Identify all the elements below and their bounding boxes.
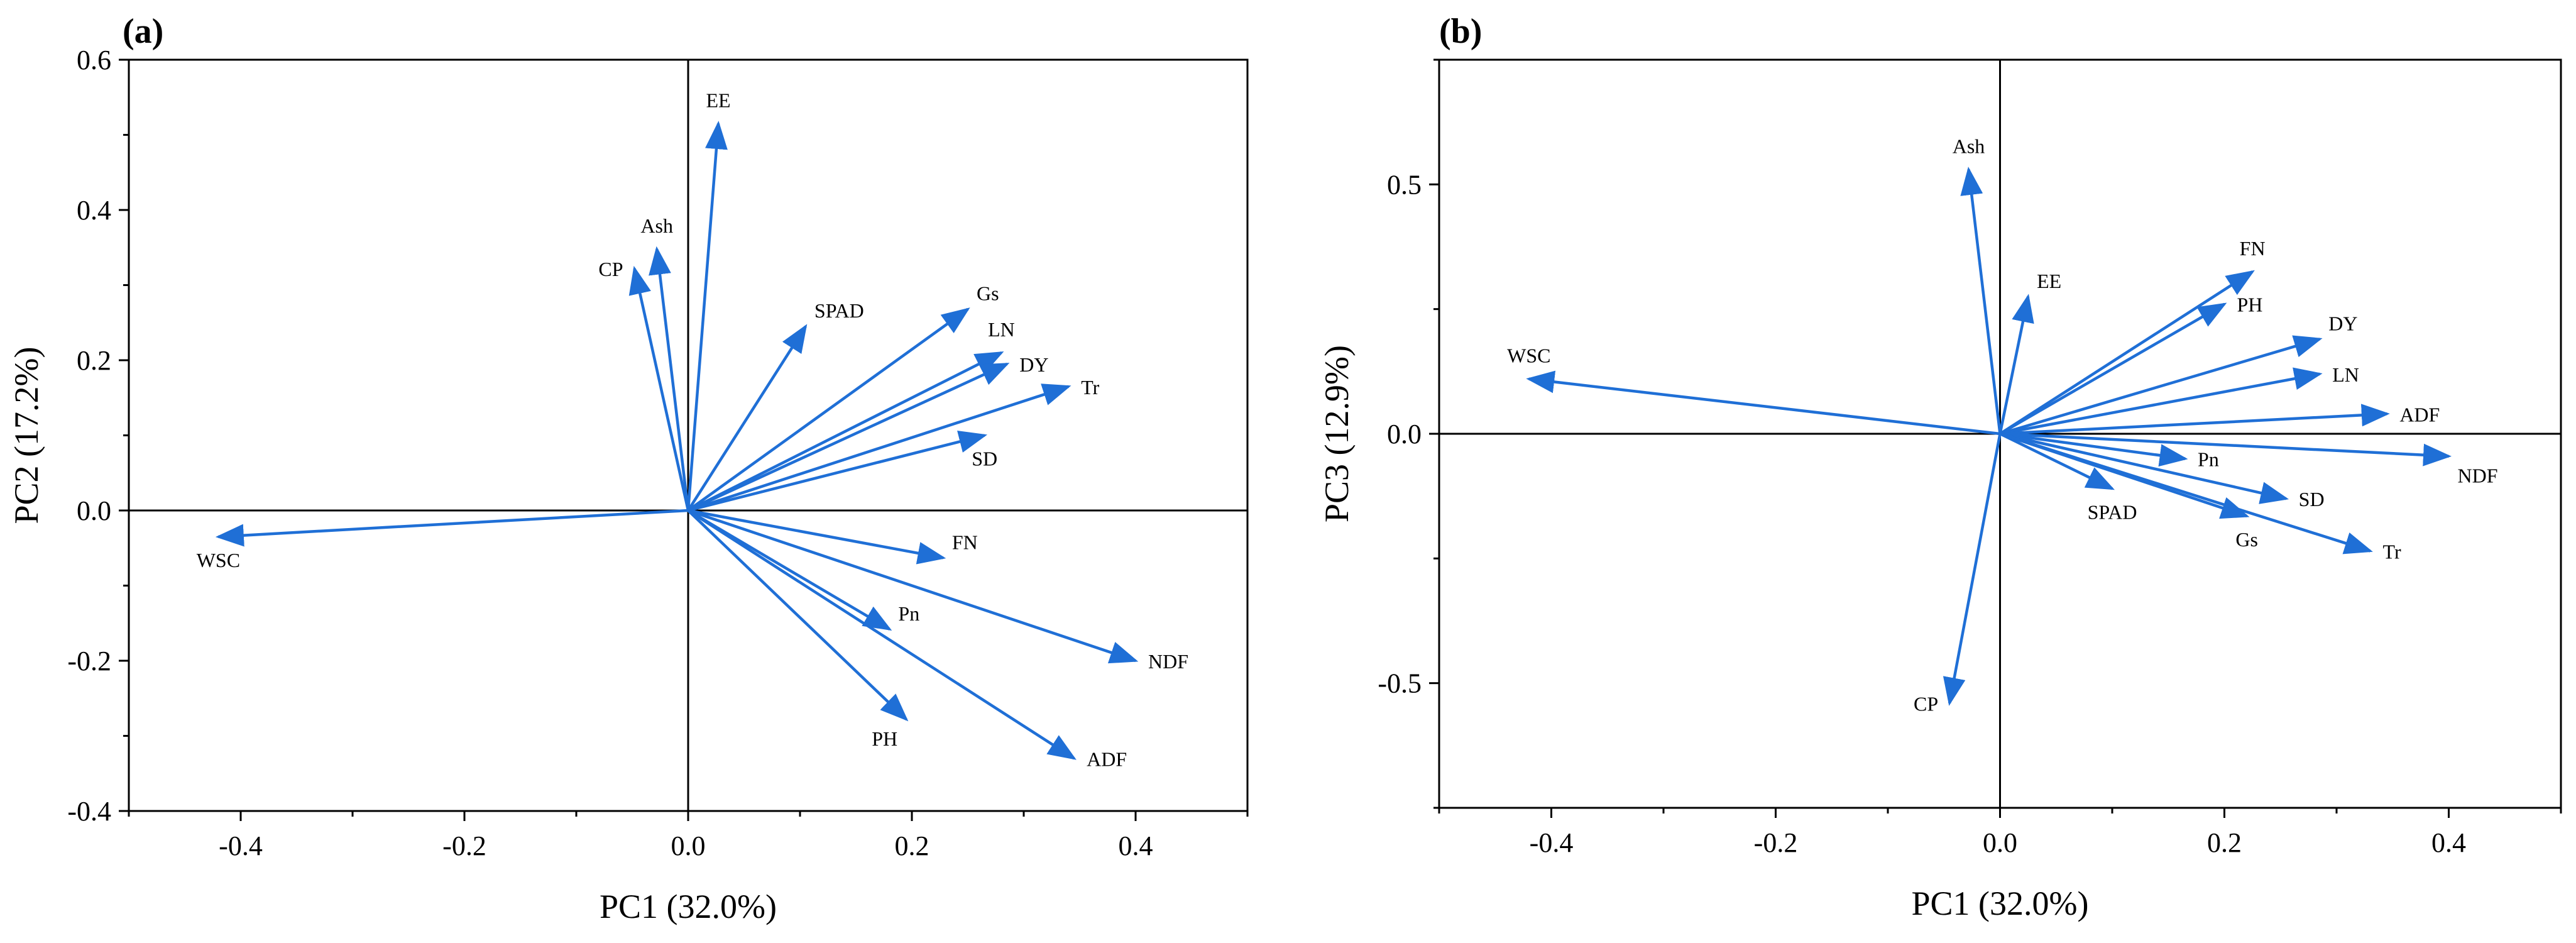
panel-a-x-tick-label: 0.0 [671,830,706,861]
panel-b-vector-label-dy: DY [2328,312,2357,334]
panel-b-vector-tr [1999,432,2373,554]
panel-a-x-tick-label: 0.4 [1119,830,1153,861]
panel-b-vector-fn [1999,270,2255,435]
panel-a-vector-sd [688,430,988,512]
panel-b-x-tick-label: 0.2 [2207,827,2242,858]
panel-a-x-tick-label: -0.4 [219,830,263,861]
panel-b-y-tick-label: 0.5 [1387,169,1422,200]
panel-b-vector-label-ndf: NDF [2458,465,2498,487]
panel-b-panel-label: (b) [1439,12,1482,51]
panel-a-vector-label-cp: CP [598,258,623,280]
panel-a-y-tick-label: 0.0 [77,495,111,526]
panel-a-vector-label-gs: Gs [977,282,999,305]
panel-a-vector-label-adf: ADF [1087,747,1127,770]
panel-b-vector-ee [1998,294,2034,434]
panel-b-vector-ndf [2000,432,2452,466]
panel-b-vector-label-ln: LN [2332,363,2359,386]
panel-a-vector-label-sd: SD [972,448,997,470]
panel-b-vector-spad [1999,432,2115,490]
panel-b-x-tick-label: 0.4 [2431,827,2466,858]
panel-b-vector-label-spad: SPAD [2088,500,2137,523]
panel-b-vector-label-adf: ADF [2399,403,2440,426]
panel-b-vector-label-wsc: WSC [1507,345,1550,367]
panel-a-panel-label: (a) [123,12,163,51]
panel-b-vector-ph [1999,302,2227,435]
panel-a-vector-label-wsc: WSC [197,549,240,571]
panel-a-vector-ash [649,246,690,511]
panel-a-y-tick-label: -0.4 [67,796,111,827]
panel-b-y-tick-label: 0.0 [1387,419,1422,449]
panel-a-vector-ln [687,351,1004,512]
panel-a-vector-gs [687,307,970,512]
panel-a-x-axis-title: PC1 (32.0%) [600,888,777,925]
panel-a-vector-cp [628,265,690,511]
panel-a-vector-label-fn: FN [952,531,978,553]
panel-b-vector-label-gs: Gs [2235,528,2258,551]
panel-b-vector-label-fn: FN [2240,237,2266,260]
panel-a-vector-label-dy: DY [1019,353,1048,376]
panel-a-vector-label-spad: SPAD [814,299,864,322]
panel-a-vector-label-ph: PH [872,727,897,750]
panel-a-vector-label-ash: Ash [640,214,673,237]
panel-a-vector-label-ndf: NDF [1148,650,1188,673]
panel-a-vector-spad [687,324,808,512]
panel-b-vector-ln [2000,367,2323,436]
panel-b-vector-pn [2000,432,2188,467]
panel-b-x-tick-label: -0.4 [1530,827,1574,858]
panel-b-vector-label-ash: Ash [1953,135,1985,158]
panel-a-x-tick-label: 0.2 [895,830,929,861]
panel-b-vector-adf [2000,404,2390,436]
panel-a-vector-label-pn: Pn [898,602,919,625]
panel-b-y-tick-label: -0.5 [1378,668,1422,699]
panel-b-vector-label-sd: SD [2299,488,2325,510]
panel-b-vector-label-ph: PH [2237,294,2263,316]
panel-a-biplot: -0.4 -0.2 0.0 0.2 0.4 -0.4 -0.2 0.0 0.2 0.4 0.6 PC1… [8,12,1249,925]
panel-a-vector-label-ln: LN [988,318,1015,341]
panel-a-vector-tr [688,383,1072,512]
panel-b-vector-sd [2000,432,2289,504]
panel-b-y-axis-title: PC3 (12.9%) [1318,345,1356,522]
panel-b-vector-wsc [1526,370,2000,436]
panel-a-y-axis-title: PC2 (17.2%) [8,347,45,524]
panel-b-x-axis-title: PC1 (32.0%) [1912,885,2089,922]
panel-a-vector-dy [688,362,1010,512]
panel-a-x-tick-label: -0.2 [442,830,486,861]
panel-b-x-tick-label: -0.2 [1754,827,1798,858]
panel-a-y-tick-label: 0.6 [77,45,111,75]
panel-b-vector-ash [1960,167,2002,434]
panel-b-vector-label-tr: Tr [2383,540,2401,563]
panel-a-vector-fn [688,509,946,565]
panel-a-vector-label-tr: Tr [1081,376,1099,399]
panel-a-vector-label-ee: EE [706,89,731,112]
panel-b-x-tick-label: 0.0 [1983,827,2017,858]
panel-b-vector-dy [1999,335,2323,436]
panel-b-vector-cp [1943,433,2002,706]
panel-b-vector-label-pn: Pn [2198,448,2219,471]
panel-a-y-tick-label: 0.4 [77,195,111,226]
panel-a-y-tick-label: -0.2 [67,646,111,676]
panel-a-vector-ph [687,509,909,722]
panel-a-vector-wsc [215,509,689,547]
panel-b-biplot: -0.4 -0.2 0.0 0.2 0.4 -0.5 0.0 0.5 PC1 (32.0%) PC… [1318,12,2562,922]
panel-b-vector-label-ee: EE [2037,270,2061,292]
panel-a-vector-ee [686,121,728,511]
panel-a-vector-pn [687,509,892,631]
panel-a-vector-ndf [688,509,1139,664]
panel-a-y-tick-label: 0.2 [77,345,111,376]
panel-a-vector-adf [687,509,1077,760]
panel-b-vector-label-cp: CP [1914,692,1938,715]
